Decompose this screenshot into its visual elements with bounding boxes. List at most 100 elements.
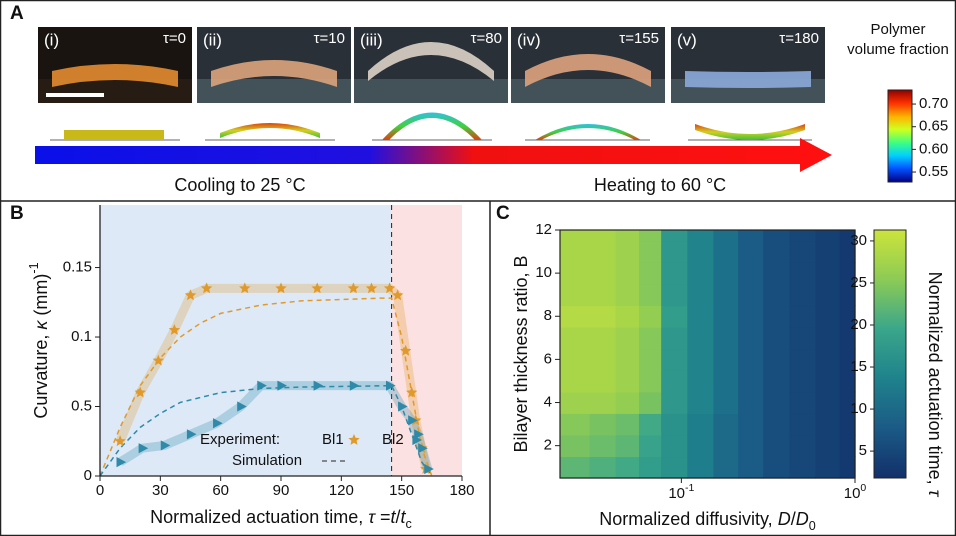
heatmap-cell (763, 327, 790, 350)
heatmap-cell (661, 305, 688, 328)
colorbar-tick-label: 0.65 (919, 118, 948, 135)
frame-tau: τ=10 (314, 30, 345, 47)
heatmap-cell (638, 434, 662, 458)
heatmap-cell (713, 413, 739, 436)
heatmap-cell (738, 230, 764, 242)
y-axis-label: Curvature, κ (mm)-1 (27, 262, 50, 418)
colorbar (887, 89, 913, 183)
heatmap-cell (589, 327, 617, 350)
heatmap-cell (789, 305, 817, 328)
x-tick-label: 150 (389, 482, 414, 499)
heatmap-cell (738, 327, 764, 350)
heatmap-cell (661, 262, 688, 285)
heatmap-cell (687, 348, 715, 371)
heatmap-cell (615, 434, 640, 458)
heatmap-cell (763, 413, 790, 436)
heatmap-cell (560, 413, 591, 436)
heatmap-cell (763, 240, 790, 263)
star-marker (200, 282, 213, 294)
star-marker (348, 434, 360, 445)
triangle-marker (160, 440, 171, 451)
heatmap-cell (560, 283, 591, 307)
x-tick-label: 100 (844, 482, 867, 502)
colorbar-tick-label: 30 (850, 232, 867, 249)
colorbar-tick-label: 5 (859, 442, 867, 459)
colorbar-tick-label: 15 (850, 358, 867, 375)
y-tick-label: 6 (544, 350, 552, 367)
triangle-marker (418, 443, 428, 454)
heatmap-cell (713, 434, 739, 458)
label-part: D (778, 509, 791, 529)
label-part: τ (925, 490, 945, 498)
heatmap-cell (763, 262, 790, 285)
heatmap-cell (615, 240, 640, 263)
heatmap-cell (839, 348, 856, 371)
colorbar (873, 229, 907, 479)
heatmap-cell (560, 391, 591, 414)
heatmap-cell (638, 413, 662, 436)
colorbar-tick-label: 0.60 (919, 140, 948, 157)
sample (525, 54, 651, 87)
heatmap-cell (815, 348, 841, 371)
heatmap-cell (789, 283, 817, 307)
legend-label: Simulation (232, 452, 302, 469)
colorbar-tick-label: 20 (850, 316, 867, 333)
tick-exponent: -1 (685, 482, 694, 494)
heatmap-cell (687, 262, 715, 285)
y-tick-label: 0.1 (71, 328, 92, 345)
photo-floor (354, 79, 508, 103)
heatmap-cell (839, 327, 856, 350)
bilayer-bent (220, 123, 320, 138)
star-marker (347, 282, 360, 294)
photo-row: (i) τ=0 (ii) τ=10 (iii) τ=80 (iv) τ=155 (v) τ=180 (38, 27, 825, 103)
star-marker (114, 435, 126, 447)
frame-tau: τ=180 (779, 30, 819, 47)
x-axis-label: Normalized actuation time, τ =t/tc (150, 507, 412, 532)
heatmap-cell (687, 327, 715, 350)
heatmap-cell (638, 456, 662, 479)
y-tick-label: 0 (84, 467, 92, 484)
y-tick-label: 10 (535, 264, 552, 281)
heatmap-cell (713, 370, 739, 393)
label-part: -1 (27, 262, 41, 273)
label-part: c (406, 517, 412, 531)
x-tick-label: 30 (152, 482, 169, 499)
star-marker (184, 289, 197, 301)
heatmap-cell (738, 434, 764, 458)
heatmap-cell (560, 348, 591, 371)
y-tick-label: 0.5 (71, 397, 92, 414)
heatmap-cell (589, 348, 617, 371)
heatmap-cell (815, 262, 841, 285)
heatmap-cell (661, 413, 688, 436)
heatmap-cell (713, 391, 739, 414)
heatmap-cell (839, 305, 856, 328)
star-marker (406, 386, 418, 398)
label-part: 0 (809, 519, 816, 533)
tick-base: 10 (668, 485, 685, 502)
star-marker (275, 282, 287, 294)
heatmap-cell (713, 240, 739, 263)
x-tick-label: 120 (329, 482, 354, 499)
heatmap-cell (638, 240, 662, 263)
heatmap-cell (713, 283, 739, 307)
triangle-marker (237, 401, 247, 412)
tick-exponent: 0 (860, 482, 866, 494)
triangle-marker (408, 415, 418, 426)
heatmap-cell (687, 434, 715, 458)
frame-tau: τ=80 (471, 30, 502, 47)
colorbar-title: Polymer (870, 21, 925, 38)
star-marker (391, 289, 404, 301)
heatmap-cell (615, 413, 640, 436)
star-marker (311, 282, 323, 294)
panel-letter: A (10, 3, 24, 24)
heatmap-cell (789, 327, 817, 350)
plot-frame (559, 229, 856, 479)
heatmap-cell (560, 434, 591, 458)
star-marker (239, 282, 251, 294)
heatmap-cell (589, 370, 617, 393)
heatmap-cell (589, 305, 617, 328)
heatmap-cell (638, 305, 662, 328)
photo-floor (511, 79, 665, 103)
